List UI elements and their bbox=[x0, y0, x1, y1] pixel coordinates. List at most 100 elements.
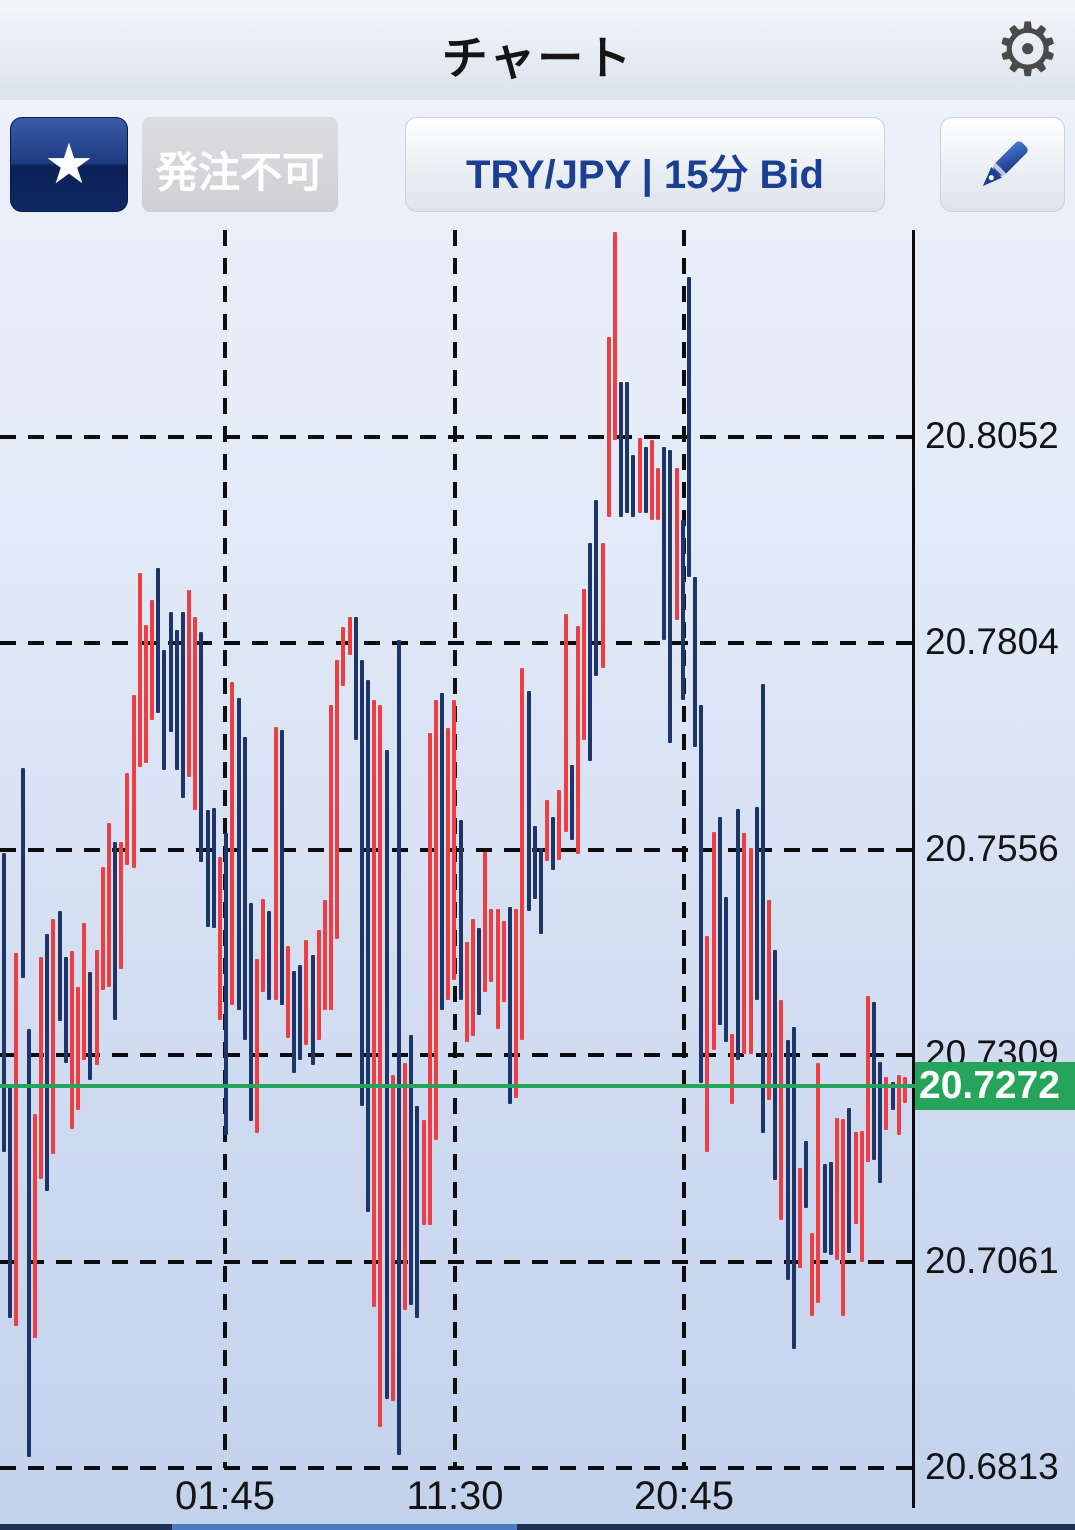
price-bar bbox=[612, 232, 617, 441]
price-bar bbox=[106, 823, 111, 987]
price-bar bbox=[88, 972, 93, 1081]
chart-content: ★ 発注不可 TRY/JPY | 15分 Bid bbox=[0, 100, 1075, 1524]
price-bar bbox=[168, 611, 173, 733]
price-bar bbox=[298, 965, 303, 1061]
price-axis-label: 20.8052 bbox=[925, 414, 1059, 456]
price-bar bbox=[760, 684, 765, 1133]
price-bar bbox=[545, 799, 549, 862]
price-bar bbox=[767, 899, 772, 1101]
price-bar bbox=[483, 852, 488, 992]
price-bar bbox=[643, 446, 648, 513]
price-bar bbox=[619, 382, 623, 517]
price-bar bbox=[853, 1131, 858, 1225]
price-bar bbox=[292, 971, 296, 1073]
pen-button[interactable] bbox=[940, 117, 1065, 212]
price-bar bbox=[779, 1000, 784, 1220]
price-bar bbox=[631, 455, 636, 517]
price-bar bbox=[557, 789, 562, 860]
price-bar bbox=[335, 659, 340, 940]
price-bar bbox=[180, 611, 185, 799]
price-bar bbox=[143, 625, 148, 764]
price-bar bbox=[57, 911, 62, 1022]
price-bar bbox=[489, 908, 494, 982]
price-bar bbox=[464, 942, 469, 1042]
price-bar bbox=[279, 729, 284, 1006]
price-bar bbox=[495, 908, 500, 1029]
price-bar bbox=[230, 681, 235, 1006]
price-bar bbox=[224, 833, 229, 1136]
price-bar bbox=[174, 630, 179, 770]
price-bar bbox=[785, 1040, 790, 1280]
price-bar bbox=[32, 1114, 37, 1339]
price-bar bbox=[902, 1076, 907, 1103]
price-bar bbox=[662, 446, 667, 640]
price-bar bbox=[366, 679, 370, 1212]
price-bar bbox=[14, 952, 19, 1326]
price-axis-label: 20.7061 bbox=[925, 1239, 1059, 1281]
price-bar bbox=[248, 902, 253, 1121]
price-bar bbox=[705, 936, 710, 1152]
price-bar bbox=[588, 542, 593, 761]
price-bar bbox=[26, 1028, 31, 1458]
price-bar bbox=[582, 589, 586, 740]
price-bar bbox=[45, 933, 50, 1191]
price-bar bbox=[865, 996, 870, 1162]
price-bar bbox=[896, 1075, 901, 1136]
price-bar bbox=[458, 819, 463, 1001]
price-bar bbox=[526, 690, 531, 912]
favorite-button[interactable]: ★ bbox=[10, 117, 128, 212]
price-bar bbox=[94, 949, 99, 1066]
price-bar bbox=[507, 907, 512, 1105]
price-bar bbox=[693, 576, 697, 748]
price-bar bbox=[569, 764, 574, 840]
gear-icon[interactable]: ⚙ bbox=[994, 7, 1061, 93]
price-bar bbox=[322, 899, 327, 1011]
price-bar bbox=[477, 927, 482, 1016]
price-bar bbox=[359, 659, 364, 1106]
price-bar bbox=[39, 957, 43, 1180]
price-bar bbox=[20, 768, 25, 978]
current-price-badge: 20.7272 bbox=[915, 1062, 1075, 1111]
price-bar bbox=[841, 1119, 846, 1316]
order-status-badge: 発注不可 bbox=[142, 117, 338, 212]
price-bar bbox=[717, 817, 722, 1026]
price-bar bbox=[193, 616, 198, 810]
price-bar bbox=[686, 277, 691, 577]
price-bar bbox=[316, 929, 321, 1041]
instrument-selector[interactable]: TRY/JPY | 15分 Bid bbox=[405, 117, 885, 212]
price-bar bbox=[100, 867, 105, 991]
price-bar bbox=[217, 857, 222, 1021]
bottom-strip bbox=[0, 1524, 1075, 1530]
page-title: チャート bbox=[441, 32, 634, 84]
price-bar bbox=[378, 704, 383, 1428]
price-chart[interactable]: 20.8052 20.7804 20.7556 20.7309 20.7061 20.68… bbox=[0, 100, 1075, 1524]
price-bar bbox=[797, 1167, 802, 1269]
price-bar bbox=[452, 699, 457, 981]
price-bar bbox=[637, 437, 642, 513]
price-axis-label: 20.7804 bbox=[925, 621, 1059, 663]
price-bar bbox=[828, 1161, 833, 1255]
price-bar bbox=[403, 1062, 408, 1310]
current-price-line bbox=[0, 1084, 915, 1089]
star-icon: ★ bbox=[43, 132, 95, 197]
price-bar bbox=[551, 817, 556, 871]
gridline-horizontal bbox=[0, 1466, 913, 1470]
price-bar bbox=[514, 908, 519, 1098]
price-bar bbox=[396, 640, 401, 1455]
price-bar bbox=[773, 949, 778, 1180]
price-bar bbox=[304, 939, 309, 1046]
price-bar bbox=[236, 698, 241, 1011]
price-bar bbox=[680, 520, 685, 700]
price-bar bbox=[119, 842, 124, 970]
time-axis-label: 11:30 bbox=[406, 1474, 504, 1518]
price-bar bbox=[804, 1140, 809, 1209]
price-bar bbox=[501, 921, 506, 1002]
price-bar bbox=[329, 704, 333, 1011]
price-bar bbox=[69, 951, 74, 1130]
price-bar bbox=[835, 1117, 839, 1260]
price-bar bbox=[668, 450, 673, 744]
price-bar bbox=[656, 467, 660, 521]
price-bar bbox=[649, 440, 654, 521]
time-axis-label: 01:45 bbox=[174, 1474, 276, 1518]
price-bar bbox=[131, 694, 136, 868]
